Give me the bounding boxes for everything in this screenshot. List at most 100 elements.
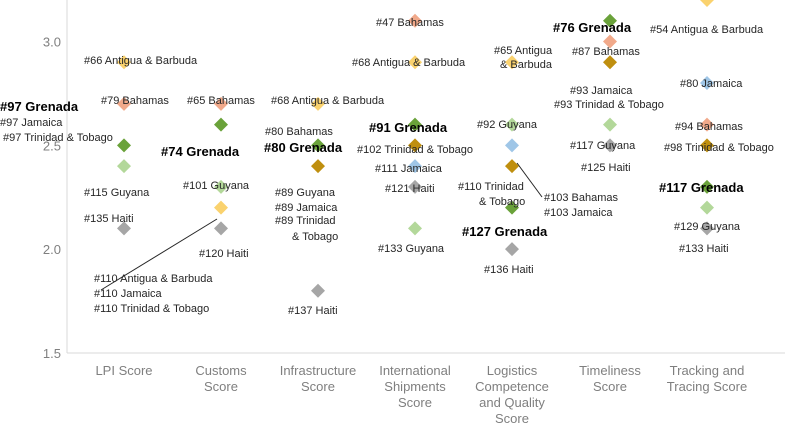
x-category-label: Competence (475, 379, 549, 394)
data-label: #87 Bahamas (572, 46, 640, 58)
data-label: #117 Guyana (570, 140, 636, 152)
data-point-diamond (214, 200, 228, 215)
data-label: #125 Haiti (581, 162, 631, 174)
data-label: #97 Jamaica (0, 117, 63, 129)
data-point-diamond (311, 138, 325, 153)
data-label: #47 Bahamas (376, 17, 444, 29)
x-category-label: Logistics (487, 363, 538, 378)
data-label: #89 Guyana (275, 187, 336, 199)
data-point-diamond (214, 117, 228, 132)
data-labels: #66 Antigua & Barbuda #79 Bahamas #97 Gren… (0, 17, 774, 317)
data-label: #93 Jamaica (570, 85, 633, 97)
data-point-diamond (603, 34, 617, 49)
y-tick-label: 2.0 (43, 242, 61, 257)
y-tick-label: 3.0 (43, 35, 61, 50)
data-label: #136 Haiti (484, 264, 534, 276)
x-category-label: LPI Score (95, 363, 152, 378)
data-label: #103 Jamaica (544, 207, 613, 219)
data-point-diamond (505, 200, 519, 215)
data-label: #74 Grenada (161, 144, 240, 159)
data-point-diamond (117, 96, 131, 111)
data-point-diamond (505, 55, 519, 70)
data-point-diamond (505, 159, 519, 174)
data-label: #91 Grenada (369, 120, 448, 135)
data-point-diamond (408, 159, 422, 174)
x-category-label: Score (204, 379, 238, 394)
x-category-label: Customs (195, 363, 247, 378)
data-label: #89 Trinidad (275, 215, 336, 227)
data-label: #137 Haiti (288, 305, 338, 317)
data-label: #80 Bahamas (265, 126, 333, 138)
data-point-diamond (408, 55, 422, 70)
data-point-diamond (408, 13, 422, 28)
data-label: #76 Grenada (553, 20, 632, 35)
x-category-label: Score (398, 395, 432, 410)
data-points (117, 0, 714, 298)
data-label: #54 Antigua & Barbuda (650, 24, 764, 36)
data-point-diamond (311, 159, 325, 174)
x-axis-categories: LPI Score CustomsScoreInfrastructureScore… (95, 363, 747, 425)
data-point-diamond (603, 55, 617, 70)
data-point-diamond (700, 221, 714, 236)
data-point-diamond (117, 159, 131, 174)
data-label: #65 Antigua (494, 45, 553, 57)
data-point-diamond (700, 0, 714, 7)
data-label: #133 Guyana (378, 243, 445, 255)
data-point-diamond (700, 200, 714, 215)
data-point-diamond (408, 117, 422, 132)
data-point-diamond (311, 96, 325, 111)
data-label: & Barbuda (500, 59, 553, 71)
data-label: #121 Haiti (385, 183, 435, 195)
data-label: #68 Antigua & Barbuda (352, 57, 466, 69)
data-point-diamond (408, 179, 422, 194)
x-category-label: Timeliness (579, 363, 641, 378)
data-label: #65 Bahamas (187, 95, 255, 107)
data-label: #89 Jamaica (275, 202, 338, 214)
data-label: #80 Grenada (264, 140, 343, 155)
data-label: #120 Haiti (199, 248, 249, 260)
x-category-label: Shipments (384, 379, 446, 394)
x-category-label: Infrastructure (280, 363, 357, 378)
leader-line (516, 162, 543, 198)
x-category-label: Score (301, 379, 335, 394)
data-point-diamond (408, 221, 422, 236)
data-point-diamond (214, 96, 228, 111)
y-tick-label: 2.5 (43, 138, 61, 153)
data-point-diamond (603, 138, 617, 153)
data-label: #102 Trinidad & Tobago (357, 144, 473, 156)
data-label: #133 Haiti (679, 243, 729, 255)
data-label: #117 Grenada (659, 180, 744, 195)
data-point-diamond (700, 117, 714, 132)
data-label: & Tobago (292, 231, 338, 243)
data-label: #111 Jamaica (375, 163, 443, 175)
data-label: #115 Guyana (84, 187, 150, 199)
data-label: #129 Guyana (674, 221, 741, 233)
data-label: #110 Trinidad (458, 181, 524, 193)
data-label: #80 Jamaica (680, 78, 743, 90)
x-category-label: Tracking and (670, 363, 745, 378)
data-label: #110 Trinidad & Tobago (94, 303, 209, 315)
data-label: #127 Grenada (462, 224, 548, 239)
x-category-label: Tracing Score (667, 379, 747, 394)
data-label: #79 Bahamas (101, 95, 169, 107)
data-point-diamond (214, 221, 228, 236)
data-point-diamond (603, 13, 617, 28)
leader-lines (100, 162, 543, 291)
data-point-diamond (505, 138, 519, 153)
data-label: #110 Jamaica (94, 288, 163, 300)
data-point-diamond (700, 76, 714, 91)
y-axis-ticks: 1.5 2.0 2.5 3.0 (43, 35, 61, 361)
x-category-label: Score (593, 379, 627, 394)
data-point-diamond (505, 242, 519, 257)
data-label: #135 Haiti (84, 213, 134, 225)
data-label: & Tobago (479, 196, 525, 208)
data-point-diamond (700, 179, 714, 194)
data-label: #93 Trinidad & Tobago (554, 99, 664, 111)
leader-line (100, 218, 218, 291)
data-point-diamond (311, 283, 325, 298)
data-label: #97 Trinidad & Tobago (3, 132, 113, 144)
data-label: #110 Antigua & Barbuda (94, 273, 213, 285)
data-label: #92 Guyana (477, 119, 538, 131)
x-category-label: International (379, 363, 451, 378)
